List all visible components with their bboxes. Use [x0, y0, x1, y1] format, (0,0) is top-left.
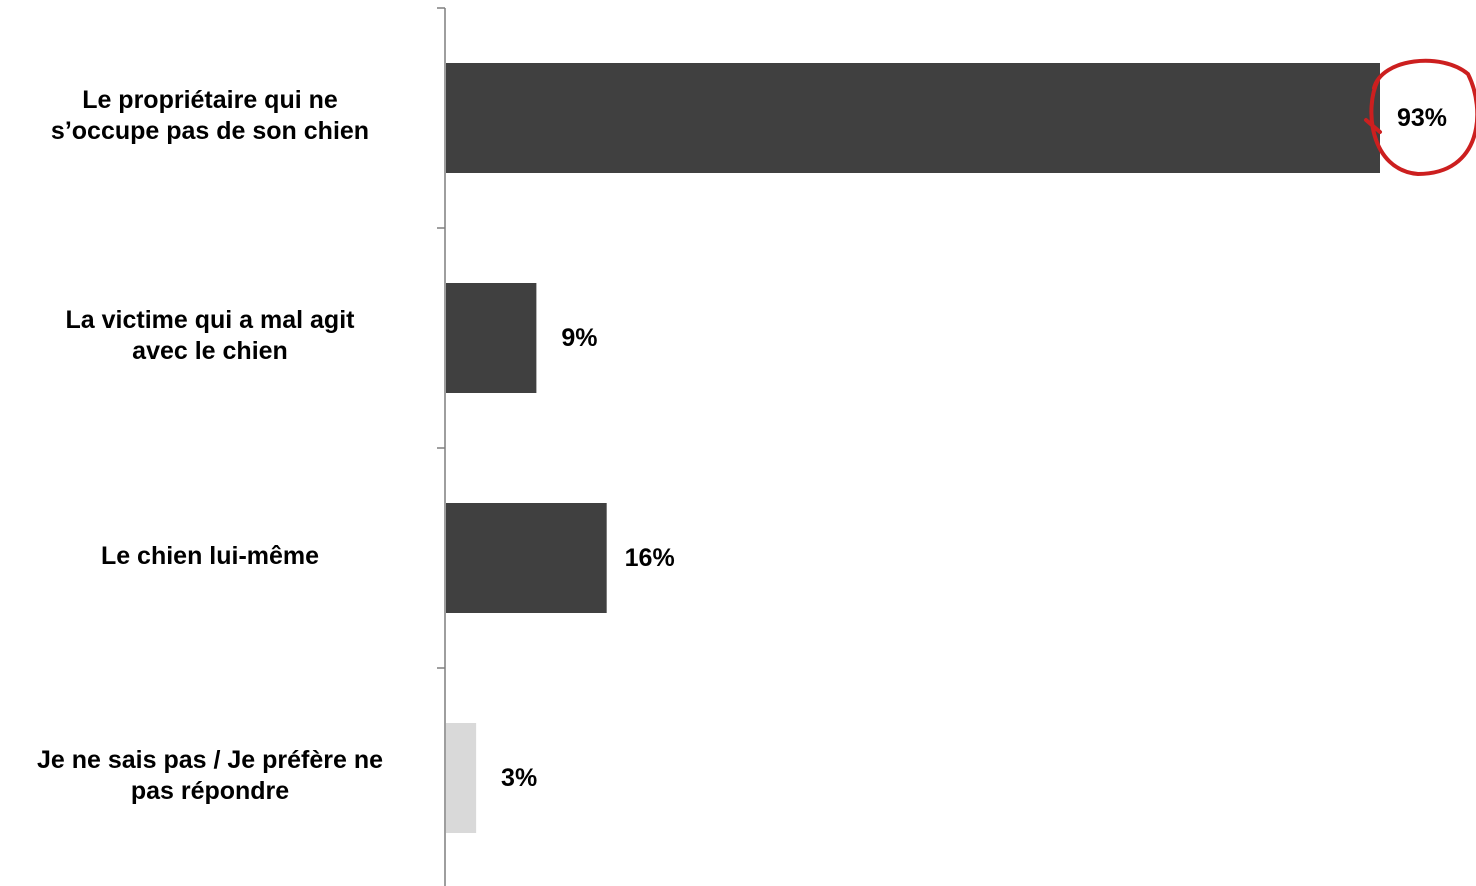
category-label-line: avec le chien [132, 337, 288, 365]
bar [446, 503, 607, 613]
category-label-line: pas répondre [130, 777, 290, 805]
data-label: 16% [625, 544, 675, 572]
category-label: La victime qui a mal agit avec le chien [0, 305, 420, 367]
highlight-circle [1364, 58, 1476, 177]
category-label-line: s’occupe pas de son chien [50, 117, 370, 145]
category-label-line: Je ne sais pas / Je préfère ne [36, 746, 384, 774]
bar [446, 723, 477, 833]
bar [446, 283, 537, 393]
category-label: Le propriétaire qui ne s’occupe pas de so… [0, 85, 420, 147]
data-label: 9% [561, 324, 597, 352]
bar [446, 63, 1380, 173]
category-label: Je ne sais pas / Je préfère ne pas répond… [0, 745, 420, 807]
data-label: 3% [501, 764, 537, 792]
category-label: Le chien lui-même [0, 541, 420, 572]
data-label: 93% [1397, 104, 1447, 132]
category-label-line: Le propriétaire qui ne [82, 86, 338, 114]
category-label-line: Le chien lui-même [100, 541, 320, 570]
category-label-line: La victime qui a mal agit [65, 306, 355, 334]
